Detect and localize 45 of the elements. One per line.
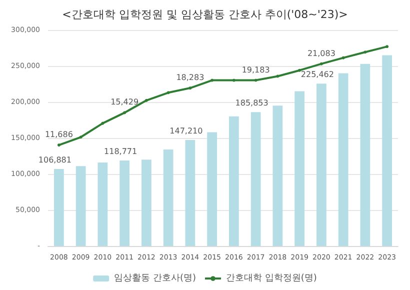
bar (76, 166, 86, 246)
point (364, 50, 367, 54)
bar (98, 162, 108, 246)
point (57, 144, 60, 147)
point (79, 136, 82, 139)
data-label: 225,462 (300, 70, 334, 80)
bar (272, 106, 283, 246)
bar (316, 84, 326, 246)
point (232, 78, 236, 82)
data-label: 106,881 (38, 156, 72, 165)
point (298, 68, 302, 72)
data-label: 147,210 (170, 126, 203, 136)
bar (207, 132, 217, 246)
bar (185, 140, 196, 246)
bar (163, 150, 174, 246)
bar (294, 91, 304, 246)
point (210, 78, 214, 82)
point (386, 45, 389, 48)
bar (250, 112, 261, 246)
data-label: 118,771 (104, 146, 138, 156)
point (101, 122, 104, 125)
legend-label: 임상활동 간호사(명) (114, 274, 196, 284)
bar (229, 116, 239, 246)
chart-title: <간호대학 입학정원 및 임상활동 간호사 추이('08~'23)> (62, 8, 348, 21)
bar (338, 73, 348, 246)
data-label: 19,183 (242, 65, 270, 74)
bar (142, 160, 152, 246)
data-label: 11,686 (44, 130, 73, 140)
bar (54, 169, 64, 246)
data-label: 21,083 (307, 48, 336, 58)
point (254, 78, 258, 82)
point (342, 56, 345, 60)
bar (360, 64, 370, 246)
point (188, 86, 192, 90)
point (166, 91, 170, 94)
data-label: 18,283 (176, 73, 204, 82)
point (320, 62, 323, 66)
point (123, 111, 126, 114)
bar (120, 160, 130, 246)
data-label: 15,429 (110, 98, 139, 107)
point (276, 74, 280, 78)
bar (382, 55, 392, 246)
data-label: 185,853 (235, 98, 268, 108)
legend-label: 간호대학 입학정원(명) (226, 274, 317, 284)
point (144, 98, 148, 102)
